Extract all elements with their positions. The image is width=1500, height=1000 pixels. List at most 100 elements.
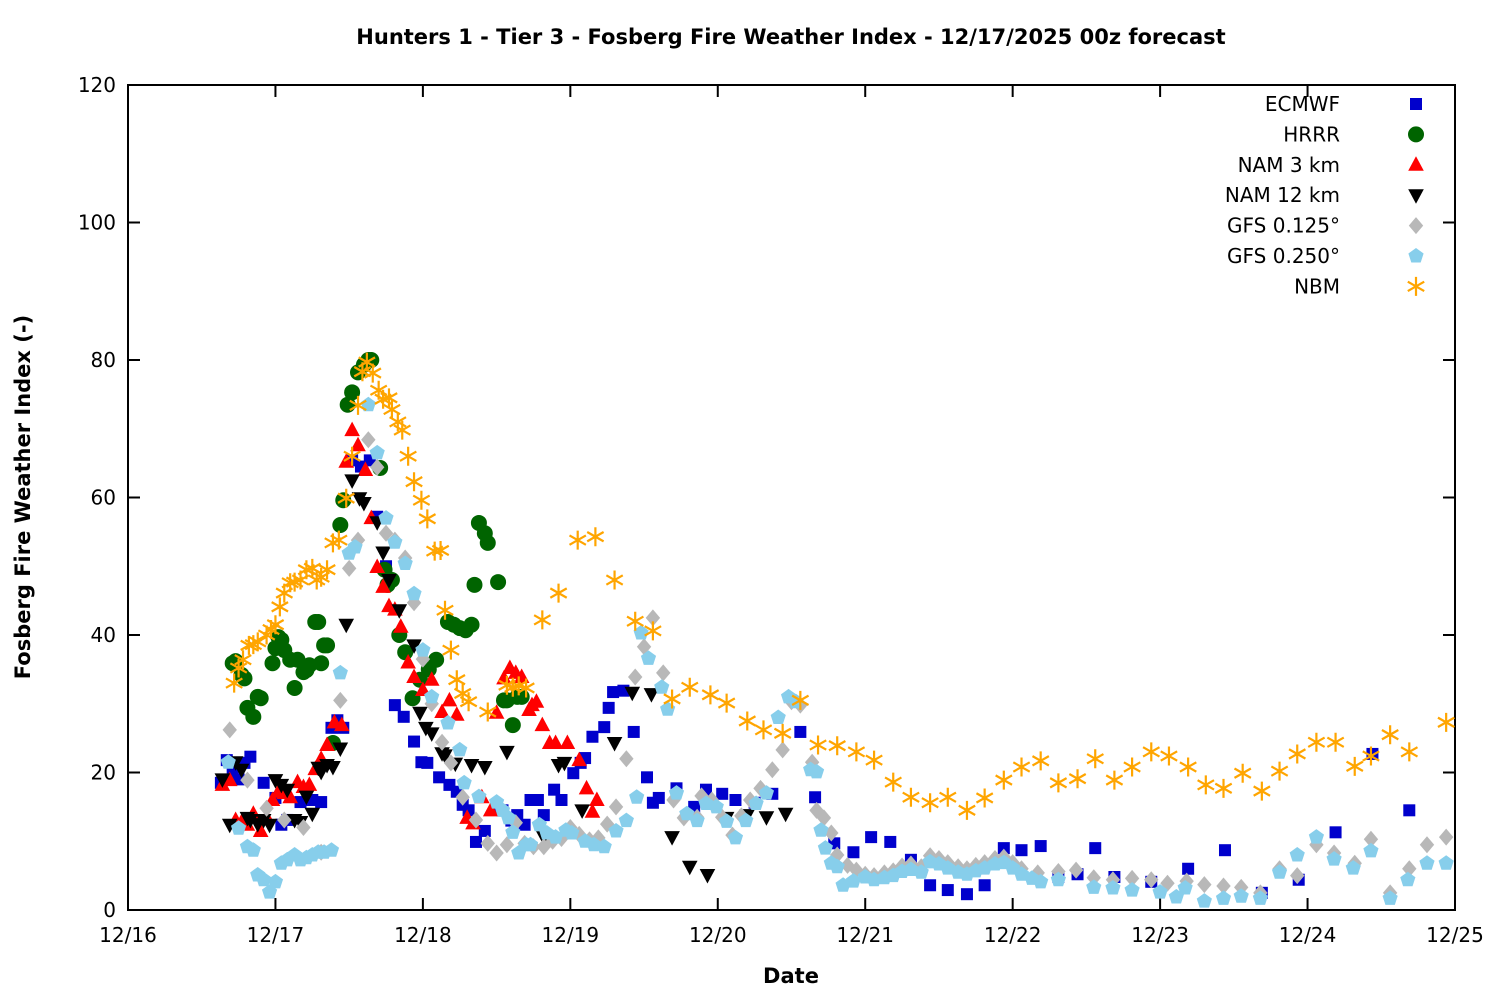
point-asterisk	[568, 530, 587, 550]
point-asterisk	[343, 446, 361, 466]
point-pentagon	[564, 825, 580, 840]
point-asterisk	[902, 787, 920, 807]
point-asterisk	[405, 472, 423, 492]
point-asterisk	[995, 770, 1013, 790]
point-asterisk	[1437, 712, 1455, 732]
point-asterisk	[1345, 756, 1364, 776]
point-diamond	[277, 811, 292, 829]
point-square	[586, 730, 599, 743]
point-square	[1329, 826, 1342, 839]
point-pentagon	[230, 820, 247, 835]
series-gfs-0-250-	[220, 396, 1454, 908]
point-triangle-down	[477, 761, 493, 776]
point-triangle-down	[777, 807, 794, 823]
point-pentagon	[1124, 882, 1140, 897]
point-asterisk	[337, 488, 355, 508]
point-pentagon	[913, 864, 929, 879]
point-triangle-down	[758, 811, 775, 826]
point-square	[794, 725, 807, 738]
legend-label-4: NAM 12 km	[1225, 183, 1340, 207]
point-asterisk	[364, 363, 382, 383]
point-pentagon	[256, 871, 272, 887]
point-diamond	[499, 836, 515, 854]
point-asterisk	[1031, 751, 1050, 771]
point-triangle-up	[528, 693, 545, 708]
point-square	[865, 831, 878, 844]
point-pentagon	[522, 836, 539, 852]
point-pentagon	[618, 812, 634, 828]
point-pentagon	[347, 539, 363, 554]
y-tick-label: 100	[78, 211, 116, 235]
point-square	[729, 794, 742, 806]
point-asterisk	[1160, 746, 1178, 766]
point-pentagon	[738, 812, 754, 828]
point-pentagon	[500, 809, 517, 825]
point-triangle-up	[547, 734, 564, 749]
legend-label-2: HRRR	[1283, 122, 1340, 146]
point-diamond	[1290, 867, 1305, 885]
point-diamond	[1124, 869, 1140, 887]
point-asterisk	[330, 530, 348, 550]
legend-label-5: GFS 0.125°	[1227, 214, 1340, 238]
point-triangle-up	[423, 671, 440, 686]
point-square	[1403, 804, 1416, 817]
point-triangle-up	[434, 703, 450, 718]
point-asterisk	[1068, 769, 1087, 789]
point-triangle-up	[571, 751, 587, 767]
point-asterisk	[393, 420, 411, 440]
point-triangle-up	[578, 779, 595, 795]
point-square	[627, 725, 640, 738]
point-triangle-down	[332, 742, 349, 757]
point-triangle-up	[350, 436, 366, 452]
point-asterisk	[865, 750, 883, 770]
point-asterisk	[1214, 778, 1233, 798]
point-triangle-up	[319, 736, 335, 751]
point-pentagon	[440, 715, 456, 730]
point-triangle-down	[423, 727, 440, 742]
point-asterisk	[1270, 761, 1289, 781]
point-asterisk	[738, 711, 757, 731]
y-tick-label: 120	[78, 73, 116, 97]
point-asterisk	[1086, 749, 1104, 769]
point-diamond	[1438, 828, 1454, 846]
point-triangle-down	[624, 686, 641, 702]
point-diamond	[296, 819, 311, 836]
point-circle	[490, 574, 507, 591]
x-tick-label: 12/25	[1426, 923, 1484, 947]
point-triangle-up	[559, 734, 576, 749]
point-asterisk	[479, 702, 497, 722]
x-tick-label: 12/19	[542, 923, 600, 947]
point-circle	[313, 655, 330, 672]
point-pentagon	[415, 642, 431, 657]
point-square	[421, 756, 434, 769]
point-pentagon	[387, 534, 403, 549]
y-tick-label: 40	[91, 623, 116, 647]
point-triangle-down	[338, 618, 355, 634]
point-square	[388, 699, 401, 712]
point-asterisk	[431, 540, 450, 560]
point-asterisk	[717, 693, 736, 713]
point-triangle-down	[242, 813, 259, 829]
x-tick-label: 12/20	[689, 923, 747, 947]
x-tick-label: 12/18	[394, 923, 452, 947]
point-triangle-up	[221, 771, 238, 787]
x-tick-label: 12/17	[247, 923, 305, 947]
point-circle	[264, 655, 281, 672]
point-triangle-down	[463, 758, 480, 774]
point-asterisk	[1012, 757, 1031, 777]
point-square	[1218, 844, 1231, 857]
point-pentagon	[424, 688, 440, 704]
point-circle	[245, 708, 262, 725]
point-asterisk	[809, 735, 827, 755]
point-square	[408, 735, 421, 748]
point-diamond	[1363, 830, 1379, 848]
point-square	[847, 846, 860, 859]
point-triangle-up	[333, 716, 350, 732]
point-diamond	[1408, 217, 1424, 235]
point-triangle-down	[499, 745, 515, 761]
point-square	[997, 842, 1010, 855]
point-diamond	[1144, 871, 1159, 889]
point-asterisk	[1400, 742, 1419, 762]
point-triangle-down	[556, 756, 573, 772]
point-asterisk	[412, 490, 431, 510]
